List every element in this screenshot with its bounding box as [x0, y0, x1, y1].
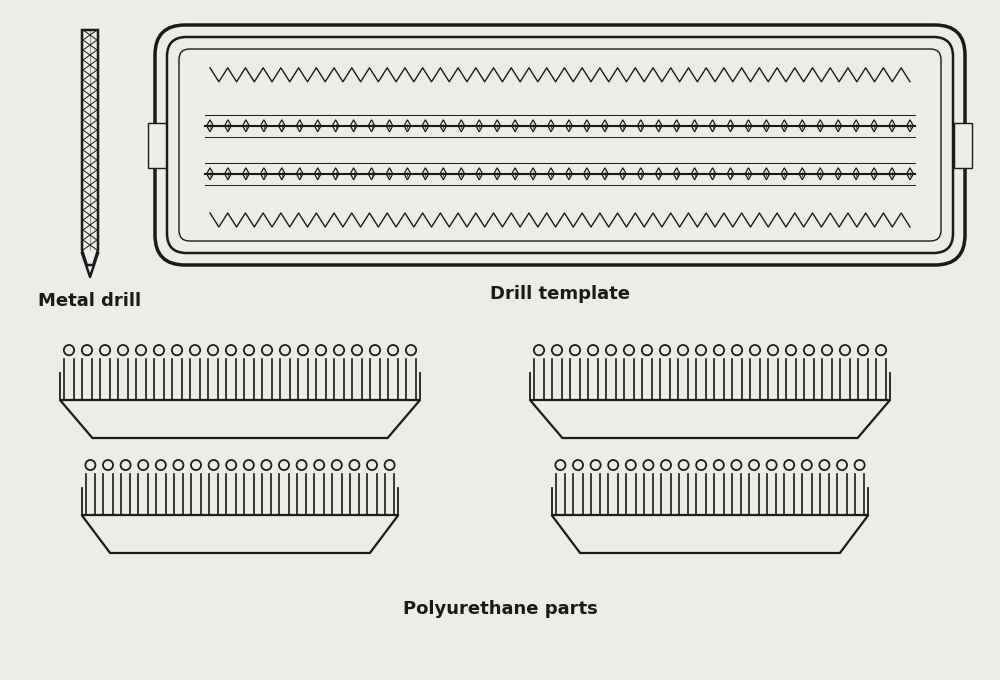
FancyBboxPatch shape	[155, 25, 965, 265]
Bar	[148, 122, 166, 167]
Text: Polyurethane parts: Polyurethane parts	[403, 600, 597, 618]
Text: Metal drill: Metal drill	[38, 292, 142, 310]
Bar	[954, 122, 972, 167]
Text: Drill template: Drill template	[490, 285, 630, 303]
